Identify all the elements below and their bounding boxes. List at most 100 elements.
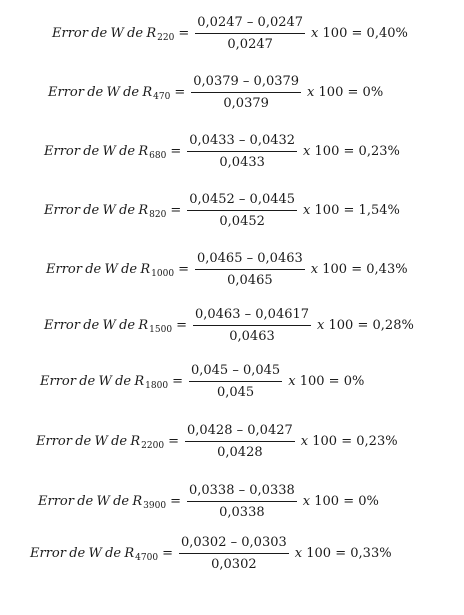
label-de2: de: [115, 373, 132, 389]
label-r: R: [138, 143, 149, 159]
label-w: W: [110, 25, 124, 41]
label-de: de: [79, 373, 96, 389]
equals-sign: =: [178, 25, 190, 41]
result-value: 0%: [358, 493, 379, 509]
minus-sign: –: [244, 306, 252, 322]
label-w: W: [102, 143, 116, 159]
result-equals: =: [343, 143, 355, 159]
numerator: 0,0465 – 0,0463: [194, 250, 305, 270]
fraction: 0,0433 – 0,0432 0,0433: [187, 132, 298, 170]
label-r: R: [134, 373, 145, 389]
numerator-b: 0,0463: [257, 250, 303, 266]
equals-sign: =: [168, 433, 179, 449]
hundred: 100: [318, 84, 344, 100]
label-error: Error: [36, 433, 72, 449]
numerator-b: 0,045: [242, 362, 281, 378]
result-value: 0,40%: [366, 25, 408, 41]
minus-sign: –: [230, 534, 238, 550]
label-error: Error: [44, 143, 80, 159]
label-w: W: [94, 433, 108, 449]
resistor-subscript: 470: [153, 91, 171, 102]
minus-sign: –: [232, 362, 239, 378]
label-error: Error: [40, 373, 76, 389]
numerator: 0,045 – 0,045: [188, 362, 283, 382]
numerator-a: 0,0379: [193, 73, 239, 89]
label-error: Error: [44, 317, 80, 333]
times-sign: x: [294, 545, 303, 561]
result-equals: =: [347, 84, 359, 100]
equals-sign: =: [170, 202, 182, 218]
label-r: R: [146, 25, 157, 41]
times-sign: x: [307, 84, 315, 100]
hundred: 100: [322, 25, 348, 41]
times-sign: x: [302, 493, 311, 509]
label-r: R: [138, 202, 149, 218]
label-de: de: [83, 202, 100, 218]
label-de: de: [85, 261, 102, 277]
numerator: 0,0302 – 0,0303: [178, 534, 289, 554]
numerator-b: 0,0445: [249, 191, 296, 207]
minus-sign: –: [238, 132, 246, 148]
hundred: 100: [299, 373, 325, 389]
fraction: 0,0302 – 0,0303 0,0302: [178, 534, 289, 572]
fraction: 0,0428 – 0,0427 0,0428: [184, 422, 295, 460]
resistor-subscript: 1500: [149, 324, 173, 335]
label-de: de: [87, 84, 104, 100]
result-value: 0,23%: [356, 433, 398, 449]
fraction: 0,0463 – 0,04617 0,0463: [192, 306, 312, 344]
label-w: W: [102, 202, 116, 218]
result-equals: =: [357, 317, 369, 333]
numerator-b: 0,0379: [253, 73, 300, 89]
label-de: de: [83, 143, 100, 159]
equation-result: x 100 = 0%: [299, 494, 379, 509]
result-value: 0,28%: [372, 317, 414, 333]
label-r: R: [132, 493, 143, 509]
equals-sign: =: [174, 84, 186, 100]
result-value: 0,23%: [358, 143, 400, 159]
numerator-a: 0,0338: [188, 482, 235, 498]
equals-sign: =: [178, 261, 189, 277]
label-de: de: [91, 25, 108, 41]
label-r: R: [138, 317, 149, 333]
label-error: Error: [46, 261, 82, 277]
denominator: 0,0379: [223, 95, 269, 111]
hundred: 100: [306, 545, 332, 561]
resistor-subscript: 1000: [151, 268, 175, 279]
numerator: 0,0379 – 0,0379: [191, 73, 302, 93]
result-equals: =: [328, 373, 340, 389]
fraction: 0,0247 – 0,0247 0,0247: [195, 15, 306, 52]
label-de2: de: [127, 25, 144, 41]
numerator: 0,0463 – 0,04617: [192, 306, 312, 326]
label-de2: de: [113, 493, 130, 509]
label-de: de: [75, 433, 92, 449]
result-value: 0,33%: [350, 545, 392, 561]
equation-result: x 100 = 0,23%: [297, 434, 398, 449]
minus-sign: –: [236, 422, 244, 438]
times-sign: x: [300, 433, 309, 449]
resistor-subscript: 2200: [141, 440, 165, 451]
numerator: 0,0338 – 0,0338: [186, 482, 297, 502]
label-error: Error: [48, 84, 84, 100]
numerator-b: 0,0303: [241, 534, 287, 550]
numerator-b: 0,04617: [255, 306, 310, 322]
times-sign: x: [288, 373, 296, 389]
fraction: 0,0465 – 0,0463 0,0465: [194, 250, 305, 288]
label-de: de: [83, 317, 100, 333]
resistor-subscript: 1800: [145, 380, 169, 391]
label-w: W: [98, 373, 112, 389]
fraction: 0,0338 – 0,0338 0,0338: [186, 482, 297, 520]
result-equals: =: [335, 545, 347, 561]
hundred: 100: [314, 493, 340, 509]
label-de2: de: [119, 317, 136, 333]
label-w: W: [88, 545, 102, 561]
result-value: 0,43%: [366, 261, 408, 277]
